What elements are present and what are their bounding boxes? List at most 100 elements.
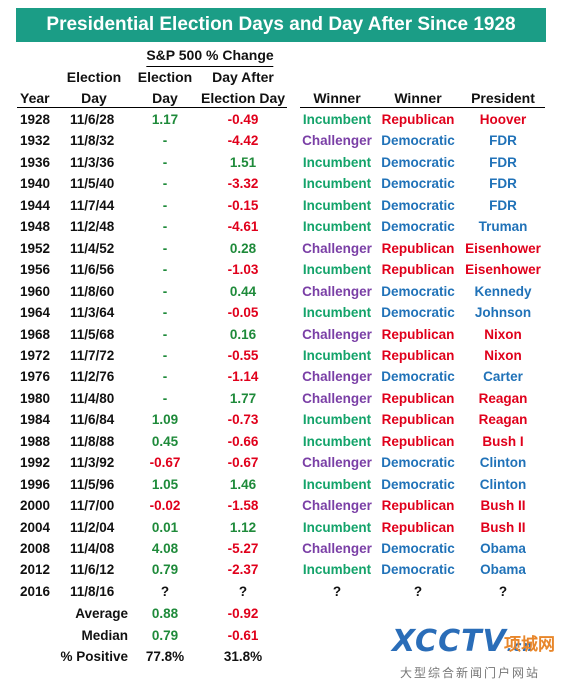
cell-president: FDR <box>489 154 517 170</box>
cell-sp-election-day: - <box>162 283 168 299</box>
cell-year: 1960 <box>20 283 51 299</box>
cell-year: 1968 <box>20 326 51 342</box>
cell-sp-day-after: -1.14 <box>227 369 259 385</box>
cell-winner-party: Republican <box>381 390 455 406</box>
cell-president: FDR <box>489 176 517 192</box>
cell-president: Truman <box>478 219 528 235</box>
sp500-group-header: S&P 500 % Change <box>146 45 274 67</box>
summary-label: Median <box>81 627 128 643</box>
cell-sp-day-after: 1.46 <box>229 476 257 492</box>
cell-sp-election-day: - <box>162 305 168 321</box>
cell-winner-status: Challenger <box>302 326 372 342</box>
summary-sp-election-day: 77.8% <box>145 649 185 665</box>
cell-winner-party: Republican <box>381 347 455 363</box>
header-sp-election-line1: Election <box>137 69 193 85</box>
cell-sp-election-day: 4.08 <box>151 541 179 556</box>
cell-winner-party: Republican <box>381 498 455 514</box>
cell-sp-day-after: 1.12 <box>229 519 257 535</box>
cell-election-date: 11/8/60 <box>70 283 115 299</box>
cell-sp-election-day: - <box>162 176 168 192</box>
cell-year: 1956 <box>20 262 51 278</box>
cell-election-date: 11/8/32 <box>70 133 115 149</box>
cell-president: FDR <box>489 197 517 213</box>
cell-president: Eisenhower <box>465 262 541 278</box>
cell-sp-election-day: -0.67 <box>149 455 181 471</box>
cell-election-date: 11/6/28 <box>70 112 115 127</box>
table-title: Presidential Election Days and Day After… <box>16 8 546 42</box>
cell-president: Obama <box>480 562 526 578</box>
cell-winner-status: Incumbent <box>302 433 372 449</box>
cell-sp-day-after: -4.61 <box>227 219 259 235</box>
cell-winner-party: Democratic <box>381 476 455 492</box>
cell-winner-party: Democratic <box>381 455 455 471</box>
cell-year: 2004 <box>20 519 51 535</box>
cell-year: 1952 <box>20 240 51 256</box>
cell-sp-day-after: 1.51 <box>229 154 257 170</box>
cell-year: 1944 <box>20 197 51 213</box>
cell-sp-election-day: - <box>162 326 168 342</box>
cell-winner-status: Incumbent <box>302 262 372 278</box>
header-year: Year <box>20 90 50 106</box>
cell-year: 1992 <box>20 455 51 471</box>
cell-election-date: 11/2/48 <box>70 219 115 235</box>
cell-election-date: 11/3/64 <box>70 305 115 321</box>
cell-winner-status: Incumbent <box>302 197 372 213</box>
cell-election-date: 11/7/44 <box>70 197 115 213</box>
cell-sp-election-day: - <box>162 390 168 406</box>
cell-winner-party: Democratic <box>381 154 455 170</box>
cell-winner-party: Republican <box>381 240 455 256</box>
cell-year: 1988 <box>20 433 51 449</box>
cell-year: 1928 <box>20 112 51 127</box>
header-election-day-line2: Day <box>81 90 107 106</box>
cell-winner-party: Republican <box>381 519 455 535</box>
cell-sp-election-day: 1.05 <box>151 476 179 492</box>
cell-sp-election-day: 1.17 <box>151 112 179 127</box>
cell-sp-election-day: - <box>162 347 168 363</box>
cell-year: 1948 <box>20 219 51 235</box>
cell-year: 2012 <box>20 562 51 578</box>
cell-year: 1940 <box>20 176 51 192</box>
summary-label: % Positive <box>60 649 128 665</box>
cell-winner-party: Democratic <box>381 219 455 235</box>
header-president: President <box>471 90 535 106</box>
cell-president: Kennedy <box>474 283 532 299</box>
cell-sp-election-day: 1.09 <box>151 412 179 428</box>
cell-sp-election-day: ? <box>160 583 170 599</box>
cell-winner-party: Democratic <box>381 369 455 385</box>
cell-winner-party: ? <box>413 583 423 599</box>
cell-year: 1984 <box>20 412 51 428</box>
cell-election-date: 11/3/92 <box>70 455 115 471</box>
summary-sp-day-after: 31.8% <box>223 649 263 665</box>
cell-election-date: 11/8/16 <box>70 583 115 599</box>
cell-year: 1972 <box>20 347 51 363</box>
cell-sp-day-after: -2.37 <box>227 562 259 578</box>
cell-winner-status: Incumbent <box>302 519 372 535</box>
cell-winner-party: Democratic <box>381 197 455 213</box>
header-sp-election-line2: Day <box>152 90 178 106</box>
cell-sp-election-day: 0.45 <box>151 433 179 449</box>
cell-winner-status: Challenger <box>302 240 372 256</box>
cell-winner-status: Challenger <box>302 390 372 406</box>
cell-winner-party: Republican <box>381 262 455 278</box>
summary-sp-election-day: 0.79 <box>151 627 179 643</box>
cell-sp-election-day: - <box>162 369 168 385</box>
cell-year: 2000 <box>20 498 51 514</box>
cell-year: 1936 <box>20 154 51 170</box>
cell-winner-status: Incumbent <box>302 219 372 235</box>
cell-election-date: 11/2/04 <box>70 519 115 535</box>
cell-winner-party: Democratic <box>381 562 455 578</box>
cell-winner-party: Democratic <box>381 133 455 149</box>
watermark: XCCTV.cn 项城网 大型综合新闻门户网站 <box>392 624 572 684</box>
cell-president: Reagan <box>478 412 528 428</box>
cell-winner-status: Challenger <box>302 369 372 385</box>
cell-sp-day-after: -3.32 <box>227 176 259 192</box>
cell-sp-election-day: - <box>162 219 168 235</box>
summary-sp-day-after: -0.92 <box>227 606 259 622</box>
cell-winner-status: Challenger <box>302 541 372 556</box>
cell-winner-status: Challenger <box>302 455 372 471</box>
cell-president: Clinton <box>479 476 527 492</box>
cell-election-date: 11/4/08 <box>70 541 115 556</box>
cell-winner-status: Incumbent <box>302 412 372 428</box>
cell-president: Carter <box>483 369 523 385</box>
header-winner-status: Winner <box>313 90 361 106</box>
